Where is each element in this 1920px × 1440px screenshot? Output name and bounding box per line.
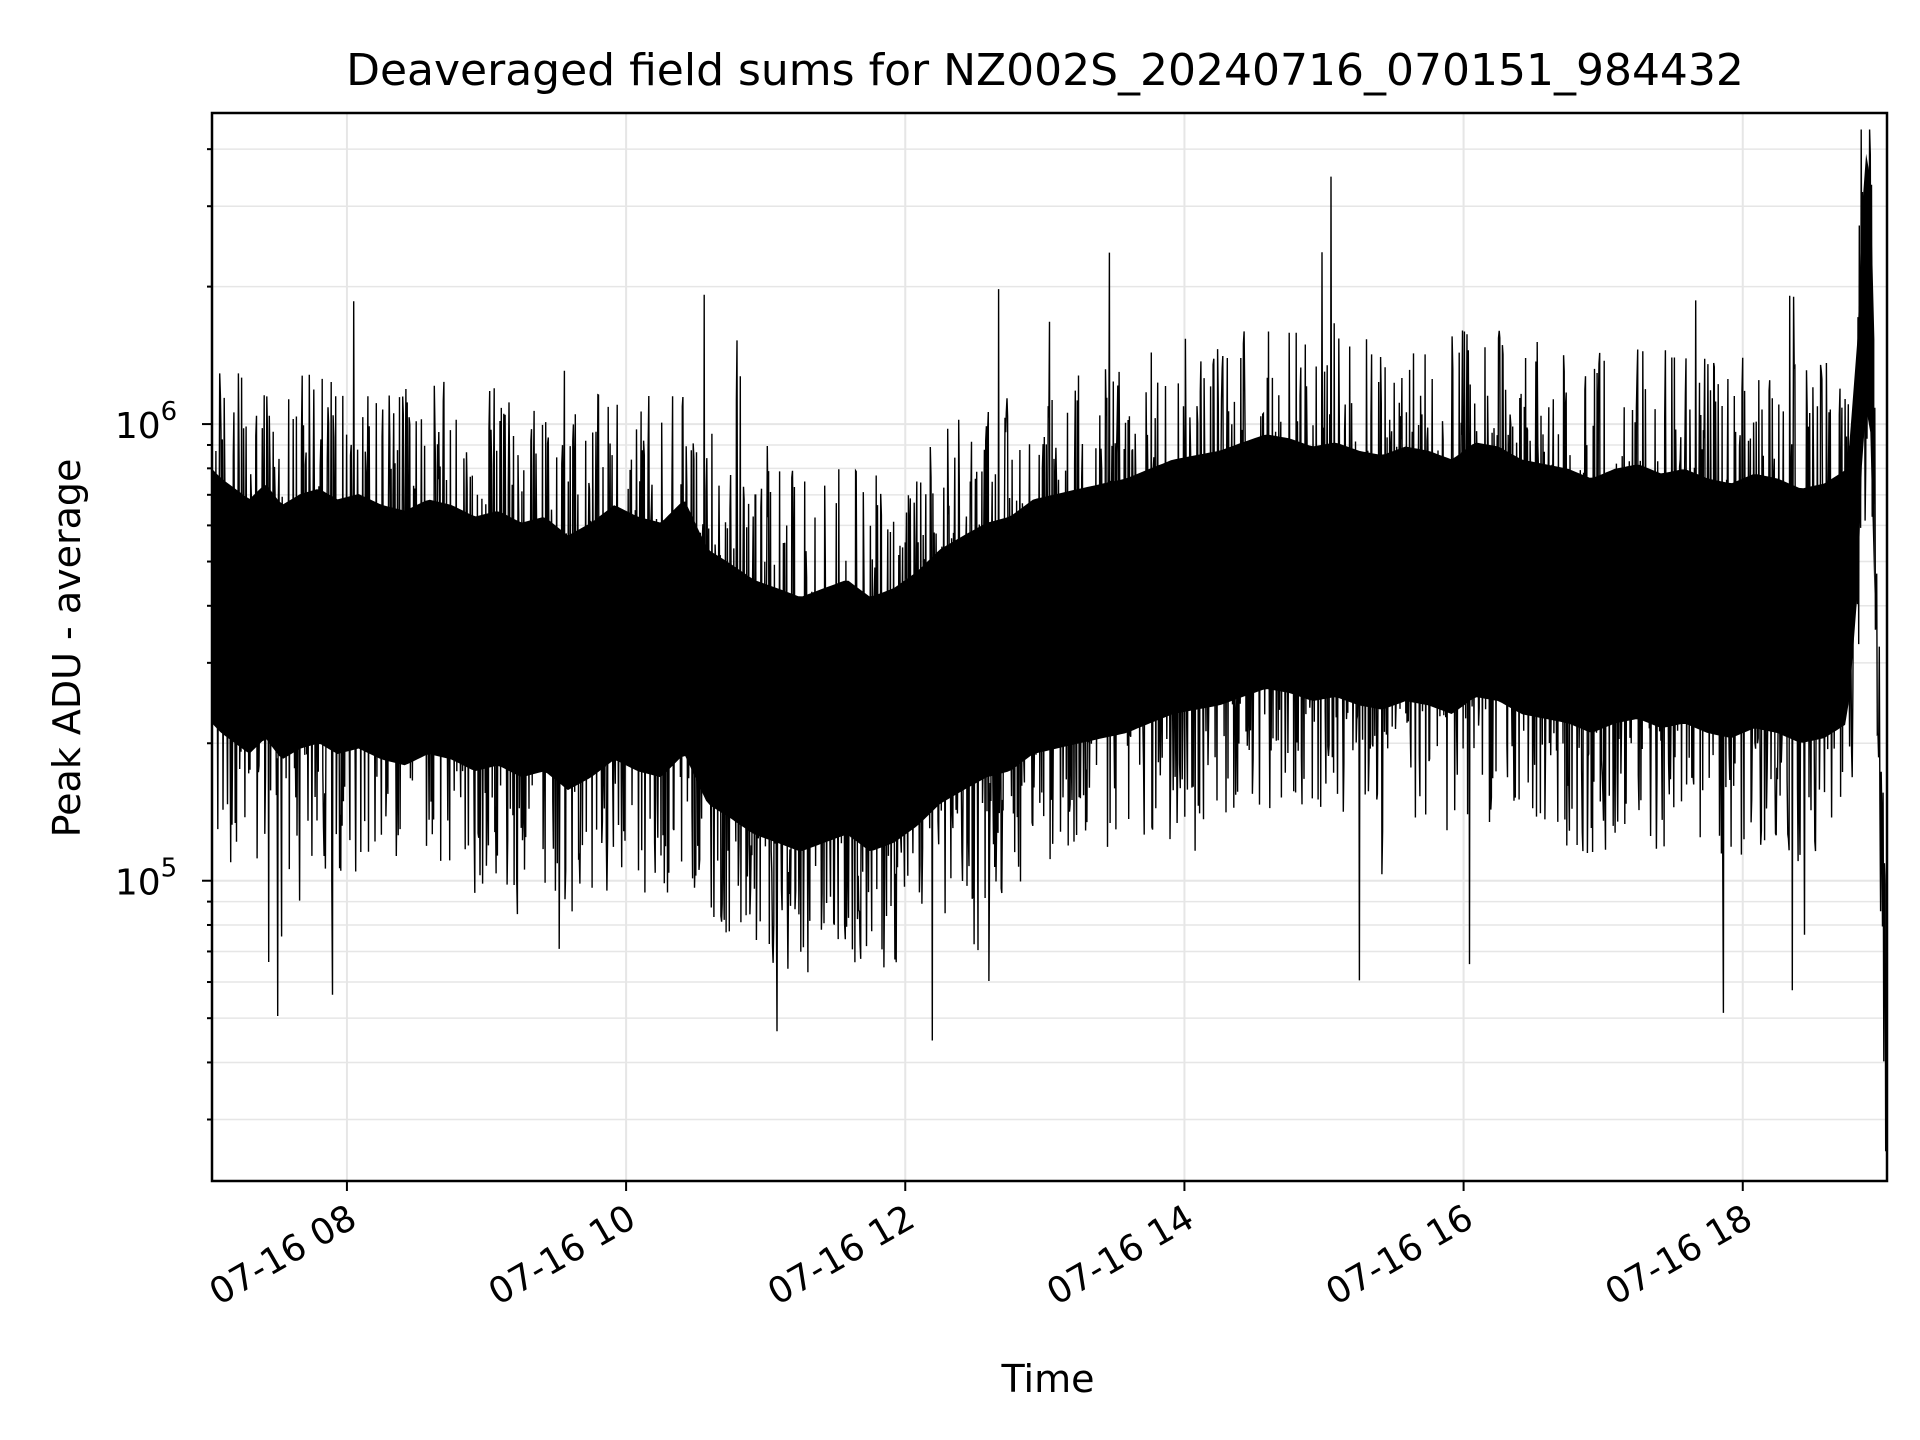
y-tick-base: 10 (115, 863, 161, 904)
series-line (212, 129, 1887, 1152)
y-tick-base: 10 (115, 406, 161, 447)
plot-frame (210, 111, 1889, 1183)
y-tick-label: 105 (115, 854, 177, 904)
y-tick-exponent: 6 (161, 397, 178, 427)
chart-title: Deaveraged field sums for NZ002S_2024071… (346, 45, 1744, 96)
y-axis-label: Peak ADU - average (45, 459, 89, 838)
y-tick-exponent: 5 (161, 854, 178, 884)
x-axis-label: Time (1001, 1357, 1095, 1401)
y-tick-label: 106 (115, 397, 177, 447)
